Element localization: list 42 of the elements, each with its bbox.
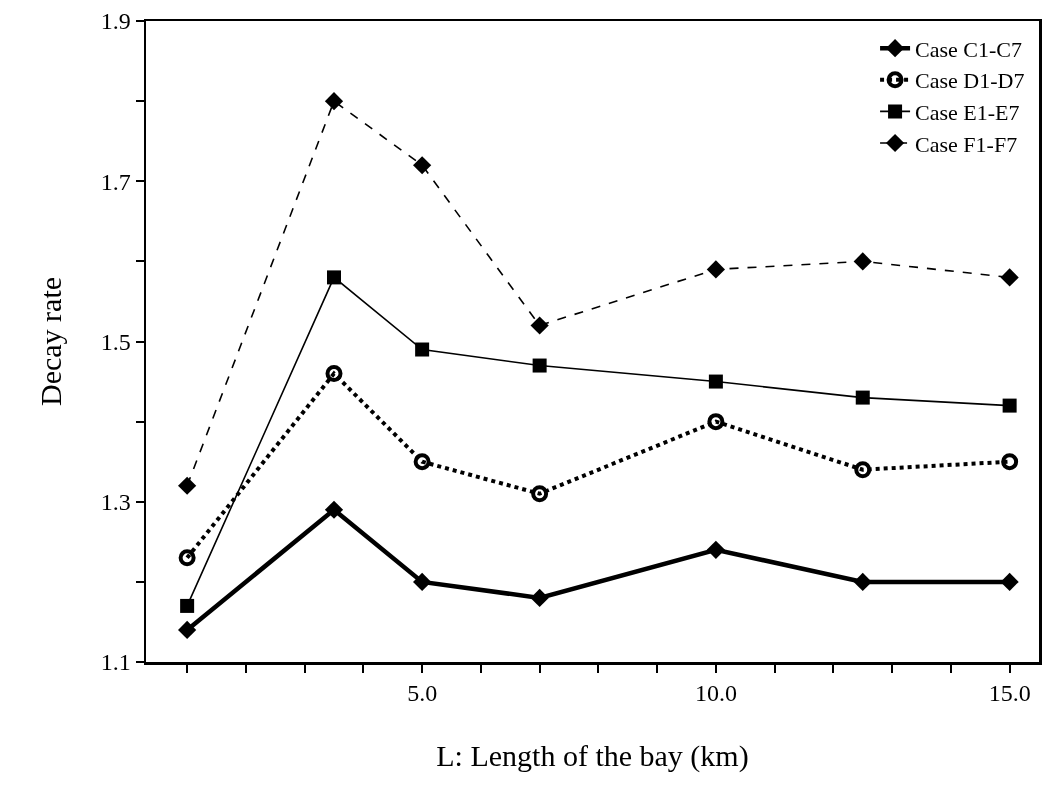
y-tick-label: 1.5 (100, 328, 131, 355)
x-tick-label: 15.0 (988, 680, 1031, 707)
y-tick-label: 1.7 (100, 168, 131, 195)
point (853, 572, 872, 591)
point (854, 461, 872, 479)
point (532, 358, 547, 373)
point (324, 500, 344, 519)
legend-label: Case D1-D7 (915, 68, 1025, 94)
point (325, 365, 343, 383)
y-tick-label: 1.9 (100, 8, 131, 35)
x-tick-label: 5.0 (407, 680, 438, 707)
point (530, 316, 549, 335)
point (413, 572, 432, 591)
point (178, 549, 196, 567)
point (706, 540, 725, 559)
point (180, 598, 195, 613)
x-tick-label: 10.0 (694, 680, 737, 707)
point (855, 390, 870, 405)
point (707, 413, 725, 431)
y-tick-label: 1.1 (100, 649, 131, 676)
point (706, 260, 725, 279)
point (415, 342, 430, 357)
point (1002, 398, 1017, 413)
point (178, 620, 197, 640)
point (327, 270, 341, 285)
point (413, 156, 432, 175)
point (324, 92, 344, 111)
y-axis-title: Decay rate (34, 276, 68, 407)
point (853, 252, 872, 271)
x-axis-title: L: Length of the bay (km) (436, 739, 749, 774)
point (1000, 268, 1019, 287)
point (178, 476, 197, 495)
point (708, 374, 723, 389)
point (1001, 453, 1019, 471)
point (530, 588, 549, 607)
y-tick-label: 1.3 (100, 489, 131, 516)
point (1000, 572, 1019, 591)
legend-label: Case C1-C7 (915, 36, 1023, 62)
legend-label: Case E1-E7 (915, 99, 1020, 125)
point (413, 453, 431, 471)
point (531, 485, 549, 503)
legend-label: Case F1-F7 (915, 131, 1018, 157)
